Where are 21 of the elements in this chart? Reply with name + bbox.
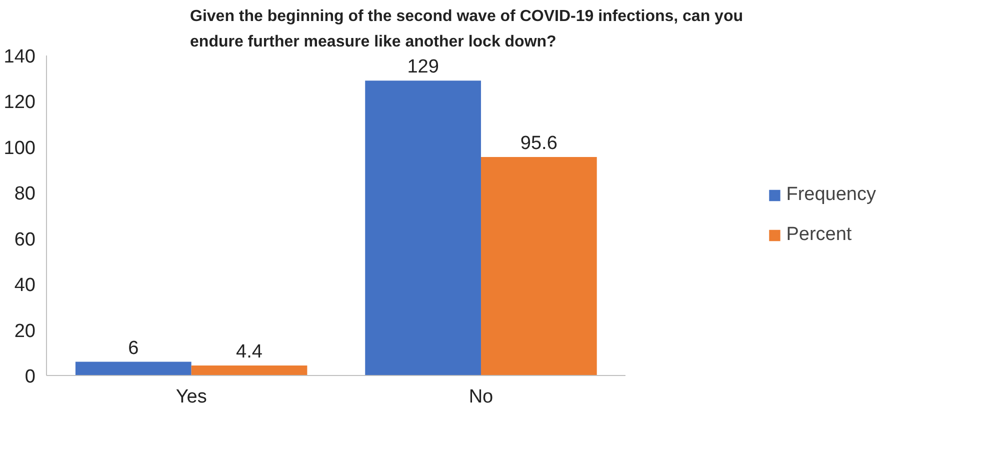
y-tick-label: 140 [4, 46, 36, 68]
y-tick-label: 0 [24, 366, 36, 388]
y-tick-label: 40 [14, 275, 36, 296]
y-tick-label: 80 [14, 184, 36, 205]
legend-label: Frequency [786, 184, 876, 206]
x-tick-label: No [468, 386, 494, 408]
bar [75, 362, 192, 376]
y-tick-label: 60 [14, 229, 36, 250]
bar [191, 365, 308, 376]
bar [365, 80, 481, 376]
bar [480, 156, 597, 376]
data-label: 95.6 [520, 132, 558, 154]
y-tick-label: 20 [14, 320, 36, 342]
data-label: 129 [407, 56, 439, 78]
data-label: 4.4 [236, 341, 263, 362]
legend-label: Percent [786, 224, 852, 246]
data-label: 6 [128, 338, 139, 359]
y-tick-label: 120 [4, 92, 36, 114]
y-tick-label: 100 [4, 138, 36, 159]
x-tick-label: Yes [176, 386, 207, 408]
chart-title: Given the beginning of the second wave of COVID-19 infections, can you endure further measure like another lock down? [190, 8, 743, 50]
